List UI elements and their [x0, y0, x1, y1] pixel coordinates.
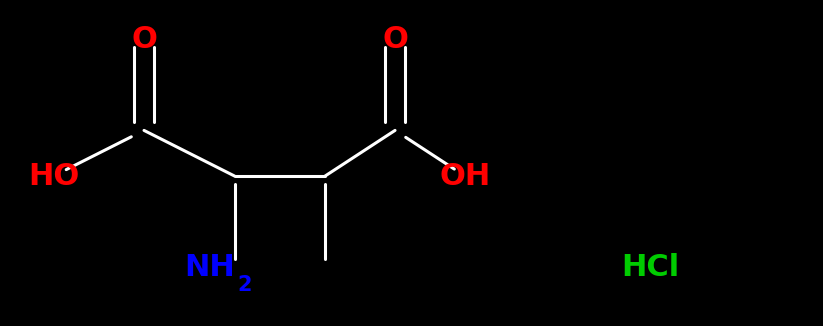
Text: O: O [131, 25, 157, 53]
Text: O: O [382, 25, 408, 53]
Text: HCl: HCl [621, 253, 679, 282]
Text: NH: NH [184, 253, 235, 282]
Text: 2: 2 [237, 275, 252, 295]
Text: OH: OH [439, 162, 491, 190]
Text: HO: HO [28, 162, 79, 190]
